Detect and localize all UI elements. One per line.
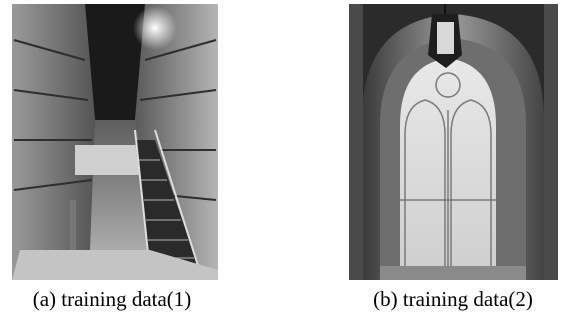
figure: (a) training data(1) (b) training data(2… <box>0 0 563 324</box>
page: {"figures": [{"caption": "(a) training d… <box>0 0 563 324</box>
photo-atrium <box>12 4 218 280</box>
caption: (b) training data(2) <box>373 287 533 311</box>
photo-chapel <box>349 4 558 280</box>
caption: (a) training data(1) <box>33 287 192 311</box>
